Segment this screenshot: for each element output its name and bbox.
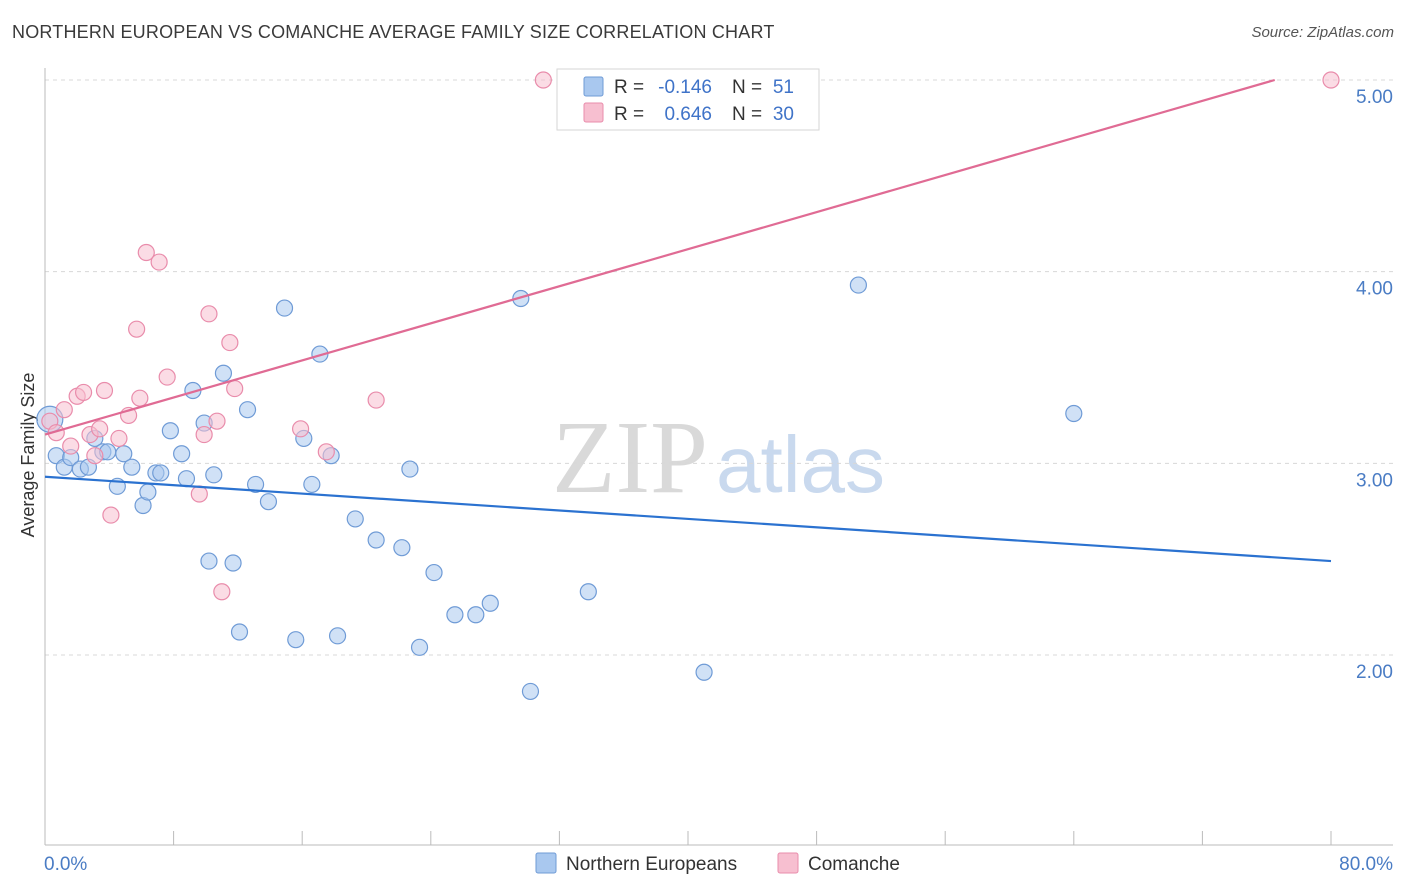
data-point — [214, 364, 233, 382]
data-point — [208, 412, 226, 430]
data-point — [226, 379, 244, 398]
x-tick-label: 0.0% — [44, 854, 87, 875]
data-point — [200, 552, 218, 570]
correlation-legend: R = -0.146 N = 51 R = 0.646 N = 30 — [556, 68, 820, 131]
legend-label-comanche: Comanche — [808, 854, 900, 875]
series-comanche — [41, 71, 1340, 601]
data-point — [62, 437, 80, 455]
legend-label-northern-europeans: Northern Europeans — [566, 854, 737, 875]
data-point — [200, 305, 218, 323]
x-tick-label: 80.0% — [1339, 854, 1393, 875]
legend-n-value-northern-europeans: 51 — [773, 77, 794, 98]
data-point — [221, 333, 239, 352]
chart-title: NORTHERN EUROPEAN VS COMANCHE AVERAGE FA… — [12, 22, 775, 42]
data-point — [579, 583, 597, 601]
data-point — [177, 470, 196, 488]
trend-line — [44, 78, 1276, 436]
data-point — [393, 539, 411, 557]
data-point — [328, 627, 347, 645]
y-axis-title: Average Family Size — [18, 373, 38, 538]
trend-line — [44, 475, 1332, 563]
data-point — [367, 531, 385, 549]
data-point — [74, 383, 93, 402]
data-point — [102, 506, 120, 524]
data-point — [139, 483, 157, 501]
data-point — [123, 458, 141, 476]
data-point — [481, 594, 499, 612]
data-point — [150, 253, 168, 271]
data-point — [534, 71, 552, 89]
legend-r-value-comanche: 0.646 — [664, 104, 712, 125]
legend-r-value-northern-europeans: -0.146 — [658, 77, 712, 98]
legend-r-label: R = — [614, 104, 644, 125]
legend-swatch-comanche — [777, 852, 799, 874]
legend-swatch-comanche — [583, 102, 604, 123]
x-tick-labels: 0.0% 80.0% — [44, 854, 1393, 875]
data-point — [291, 420, 310, 438]
data-point — [246, 475, 265, 494]
y-tick-label: 2.00 — [1356, 662, 1393, 683]
data-point — [367, 391, 385, 409]
data-point — [695, 663, 713, 681]
data-point — [1065, 404, 1083, 423]
data-point — [213, 583, 231, 601]
data-point — [152, 464, 170, 482]
data-point — [110, 429, 128, 448]
legend-swatch-northern-europeans — [583, 76, 604, 97]
legend-n-value-comanche: 30 — [773, 104, 794, 125]
watermark-atlas: atlas — [716, 420, 885, 509]
data-point — [317, 443, 335, 461]
data-point — [115, 445, 133, 463]
legend-r-label: R = — [614, 77, 644, 98]
data-point — [91, 420, 109, 438]
data-point — [95, 381, 114, 400]
series-legend: Northern Europeans Comanche — [535, 852, 900, 875]
watermark-zip: ZIP — [552, 400, 708, 515]
data-point — [1322, 71, 1340, 89]
y-tick-label: 4.00 — [1356, 279, 1393, 300]
data-point — [173, 445, 191, 463]
gridlines — [45, 79, 1393, 656]
data-point — [346, 510, 364, 528]
data-point — [401, 460, 419, 478]
data-point — [410, 638, 429, 656]
legend-swatch-northern-europeans — [535, 852, 557, 874]
legend-n-label: N = — [732, 77, 762, 98]
data-point — [425, 563, 443, 582]
data-point — [275, 299, 294, 317]
data-point — [446, 606, 464, 624]
data-point — [230, 623, 249, 641]
data-point — [521, 682, 540, 701]
data-point — [238, 401, 257, 419]
source-credit: Source: ZipAtlas.com — [1251, 24, 1394, 41]
data-point — [287, 631, 305, 649]
data-point — [86, 447, 104, 465]
data-point — [224, 554, 242, 572]
data-point — [128, 320, 146, 338]
axes — [44, 68, 1393, 846]
data-point — [849, 276, 867, 294]
data-point — [467, 606, 485, 624]
data-point — [190, 485, 208, 503]
y-tick-label: 5.00 — [1356, 87, 1393, 108]
data-point — [161, 422, 179, 440]
y-tick-labels: 2.00 3.00 4.00 5.00 — [1356, 87, 1393, 683]
y-tick-label: 3.00 — [1356, 470, 1393, 491]
trend-lines — [44, 78, 1332, 563]
data-point — [205, 466, 223, 484]
data-point — [303, 475, 321, 494]
data-point — [137, 243, 155, 262]
data-point — [55, 401, 73, 419]
legend-n-label: N = — [732, 104, 762, 125]
data-point — [131, 389, 149, 407]
data-point — [195, 425, 213, 444]
data-point — [259, 493, 278, 511]
data-point — [158, 368, 176, 386]
